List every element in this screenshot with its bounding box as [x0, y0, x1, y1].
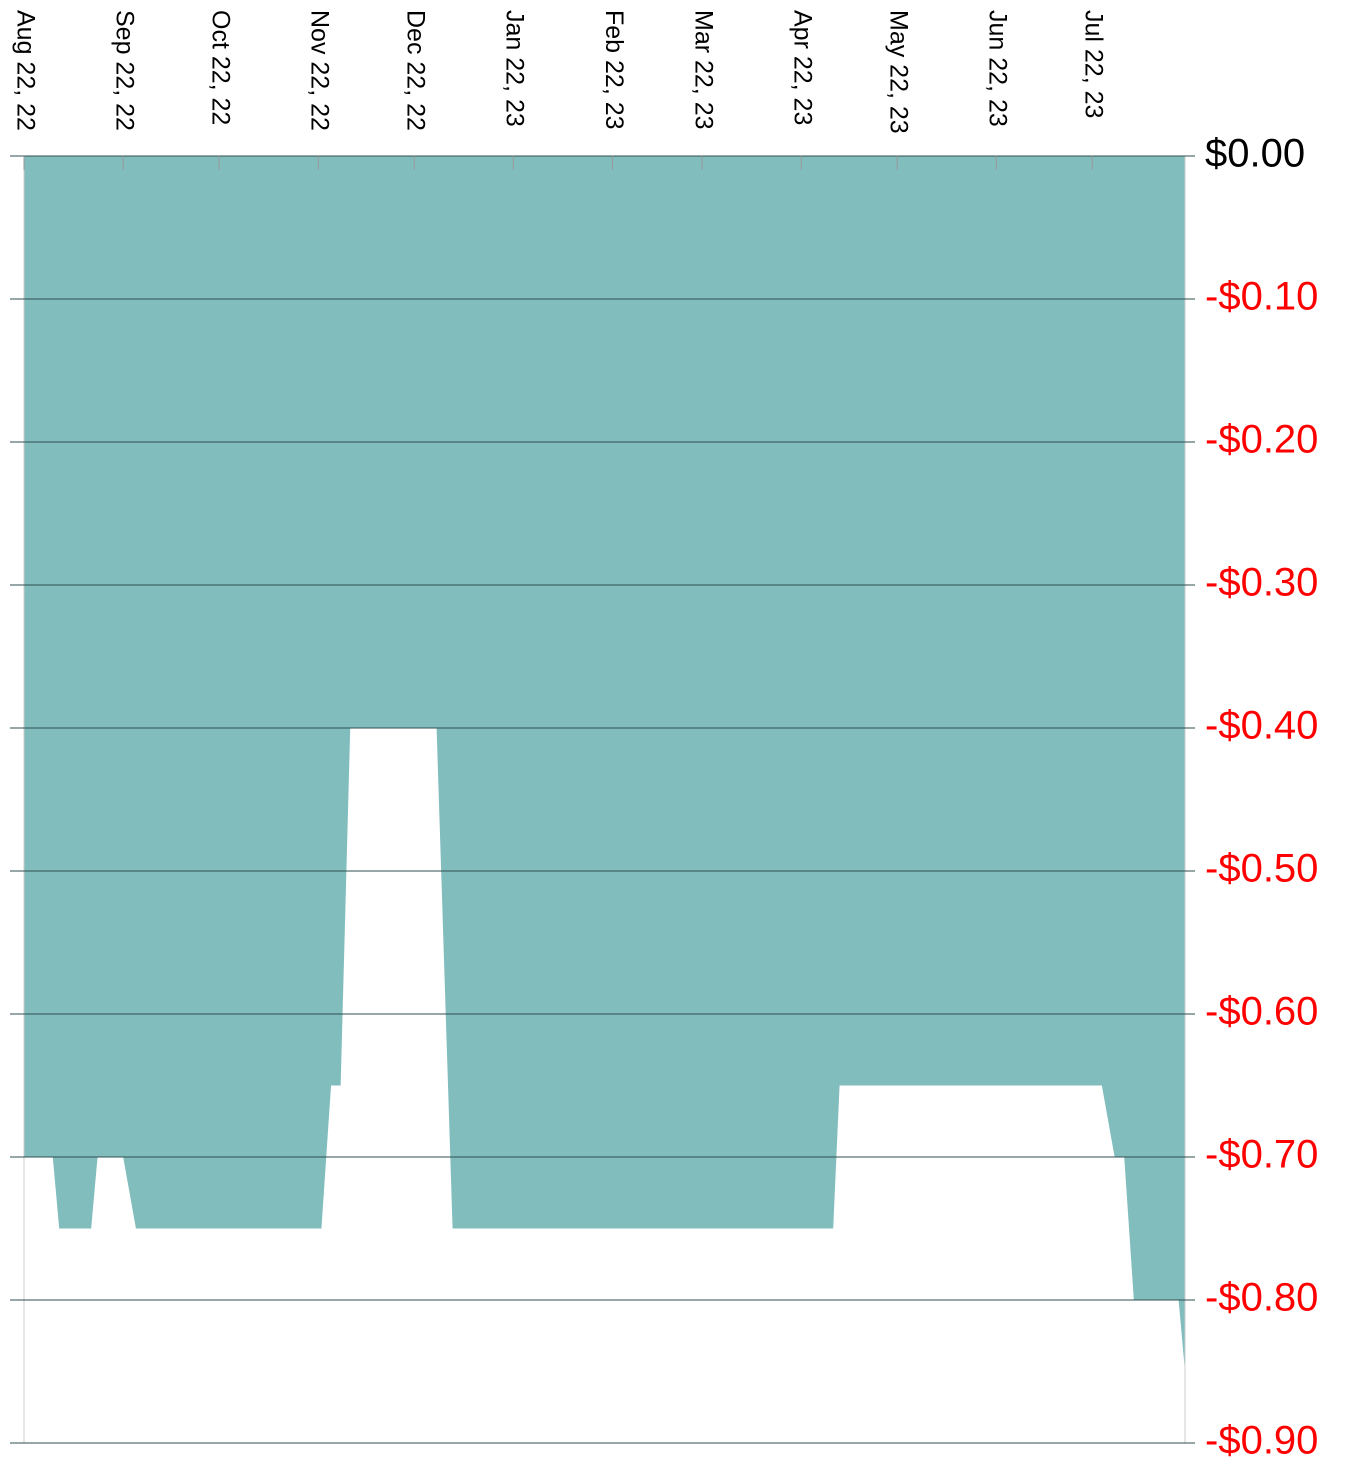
x-tick-label: Aug 22, 22 — [11, 10, 39, 131]
y-tick-label: $0.00 — [1205, 132, 1305, 176]
x-tick-label: Jan 22, 23 — [501, 10, 529, 127]
y-tick-label: -$0.60 — [1205, 990, 1318, 1034]
area — [24, 156, 1185, 1372]
y-tick-label: -$0.40 — [1205, 704, 1318, 748]
x-tick-label: Feb 22, 23 — [600, 10, 628, 130]
x-tick-label: Apr 22, 23 — [789, 10, 817, 125]
x-tick-label: Sep 22, 22 — [111, 10, 139, 131]
x-tick-label: Nov 22, 22 — [306, 10, 334, 131]
y-tick-label: -$0.70 — [1205, 1133, 1318, 1177]
x-tick-label: Dec 22, 22 — [402, 10, 430, 131]
y-tick-label: -$0.90 — [1205, 1419, 1318, 1463]
x-tick-label: Jun 22, 23 — [984, 10, 1012, 127]
x-tick-label: May 22, 23 — [885, 10, 913, 134]
y-tick-label: -$0.80 — [1205, 1276, 1318, 1320]
y-tick-label: -$0.20 — [1205, 418, 1318, 462]
x-tick-label: Mar 22, 23 — [689, 10, 717, 130]
x-tick-label: Jul 22, 23 — [1080, 10, 1108, 118]
x-tick-label: Oct 22, 22 — [206, 10, 234, 125]
y-tick-label: -$0.10 — [1205, 275, 1318, 319]
y-tick-label: -$0.50 — [1205, 847, 1318, 891]
y-tick-label: -$0.30 — [1205, 561, 1318, 605]
